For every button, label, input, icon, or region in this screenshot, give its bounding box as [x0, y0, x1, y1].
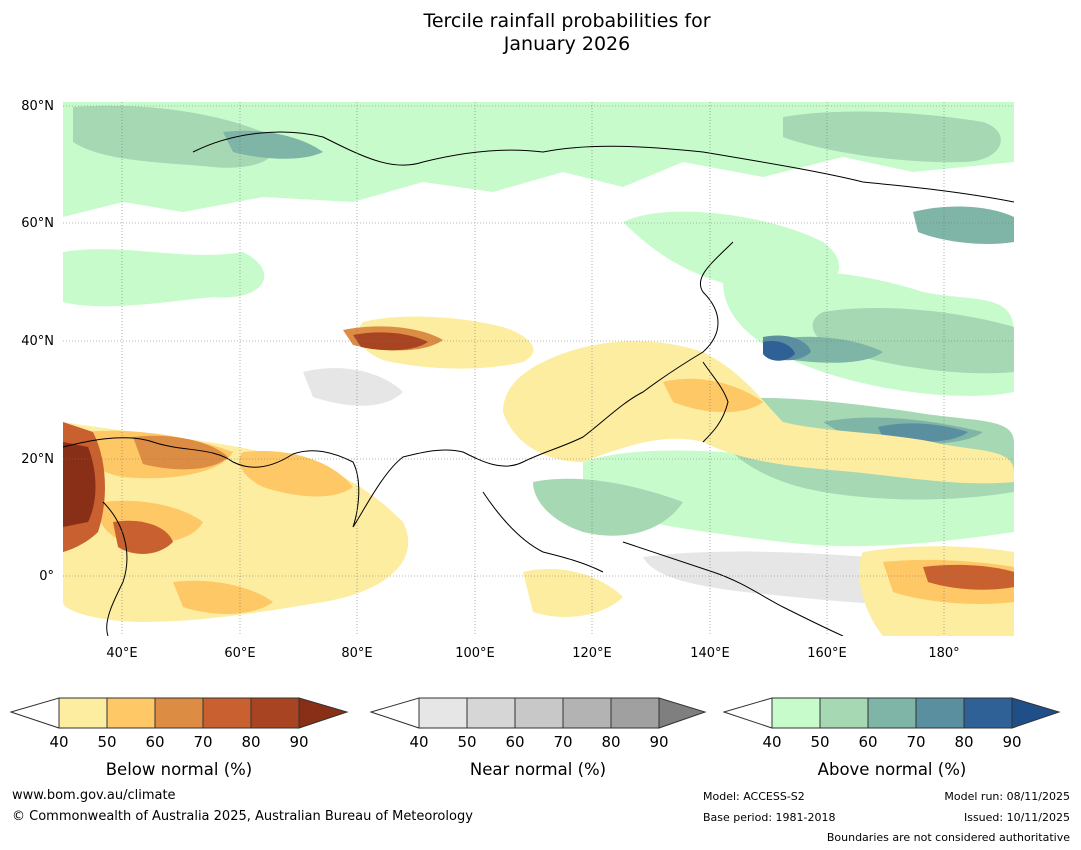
title-line-2: January 2026	[503, 33, 631, 55]
title-line-1: Tercile rainfall probabilities for	[423, 10, 711, 32]
above-normal-segment-60	[867, 697, 917, 729]
above-normal-label: Above normal (%)	[817, 760, 967, 779]
map-title: Tercile rainfall probabilities for Janua…	[0, 10, 1081, 56]
below-tick-60: 60	[145, 733, 165, 751]
near-normal-label: Near normal (%)	[469, 760, 607, 779]
above-tick-50: 50	[810, 733, 830, 751]
below-tick-50: 50	[97, 733, 117, 751]
issued-text: Issued: 10/11/2025	[963, 811, 1070, 824]
above-normal-segment-70	[915, 697, 965, 729]
rainfall-probability-map	[63, 102, 1014, 636]
lat-label-60n: 60°N	[21, 216, 54, 231]
lat-label-40n: 40°N	[21, 334, 54, 349]
below-tick-70: 70	[193, 733, 213, 751]
above-tick-90: 90	[1002, 733, 1022, 751]
above-normal-segment-80	[963, 697, 1013, 729]
graticule	[63, 102, 1014, 636]
near-normal-colorbar	[370, 697, 707, 729]
lon-label-180: 180°	[928, 646, 960, 661]
below-normal-regions	[63, 316, 1014, 636]
above-normal-colorbar	[723, 697, 1061, 729]
below-normal-segment-70	[202, 697, 252, 729]
near-tick-70: 70	[553, 733, 573, 751]
near-tick-40: 40	[409, 733, 429, 751]
below-tick-80: 80	[241, 733, 261, 751]
above-normal-segment-50	[819, 697, 869, 729]
near-tick-60: 60	[505, 733, 525, 751]
below-normal-segment-90	[298, 697, 349, 729]
lat-label-0: 0°	[39, 569, 54, 584]
below-tick-90: 90	[289, 733, 309, 751]
near-normal-segment-70	[562, 697, 612, 729]
above-normal-segment-40	[771, 697, 821, 729]
disclaimer-text: Boundaries are not considered authoritat…	[826, 831, 1070, 844]
lon-label-80e: 80°E	[341, 646, 373, 661]
above-tick-40: 40	[762, 733, 782, 751]
above-tick-80: 80	[954, 733, 974, 751]
model-text: Model: ACCESS-S2	[703, 790, 805, 803]
lon-label-100e: 100°E	[455, 646, 495, 661]
near-normal-segment-40	[418, 697, 468, 729]
near-normal-segment-50	[466, 697, 516, 729]
base-period-text: Base period: 1981-2018	[703, 811, 836, 824]
near-normal-segment-60	[514, 697, 564, 729]
model-run-text: Model run: 08/11/2025	[944, 790, 1070, 803]
lat-label-20n: 20°N	[21, 452, 54, 467]
below-normal-segment-40	[58, 697, 108, 729]
near-tick-50: 50	[457, 733, 477, 751]
above-tick-70: 70	[906, 733, 926, 751]
lat-label-80n: 80°N	[21, 99, 54, 114]
above-tick-60: 60	[858, 733, 878, 751]
above-normal-segment-90	[1011, 697, 1061, 729]
lon-label-140e: 140°E	[690, 646, 730, 661]
lon-label-60e: 60°E	[224, 646, 256, 661]
website-link[interactable]: www.bom.gov.au/climate	[12, 788, 176, 803]
near-normal-segment-80	[610, 697, 660, 729]
near-normal-segment-90	[658, 697, 707, 729]
lon-label-160e: 160°E	[807, 646, 847, 661]
below-tick-40: 40	[49, 733, 69, 751]
near-tick-80: 80	[601, 733, 621, 751]
coastlines	[63, 131, 1014, 636]
below-normal-label: Below normal (%)	[105, 760, 253, 779]
below-normal-segment-60	[154, 697, 204, 729]
lon-label-120e: 120°E	[572, 646, 612, 661]
lon-label-40e: 40°E	[106, 646, 138, 661]
copyright-text: © Commonwealth of Australia 2025, Austra…	[12, 809, 473, 824]
near-tick-90: 90	[649, 733, 669, 751]
below-normal-colorbar	[10, 697, 349, 729]
below-normal-segment-50	[106, 697, 156, 729]
below-normal-segment-80	[250, 697, 300, 729]
